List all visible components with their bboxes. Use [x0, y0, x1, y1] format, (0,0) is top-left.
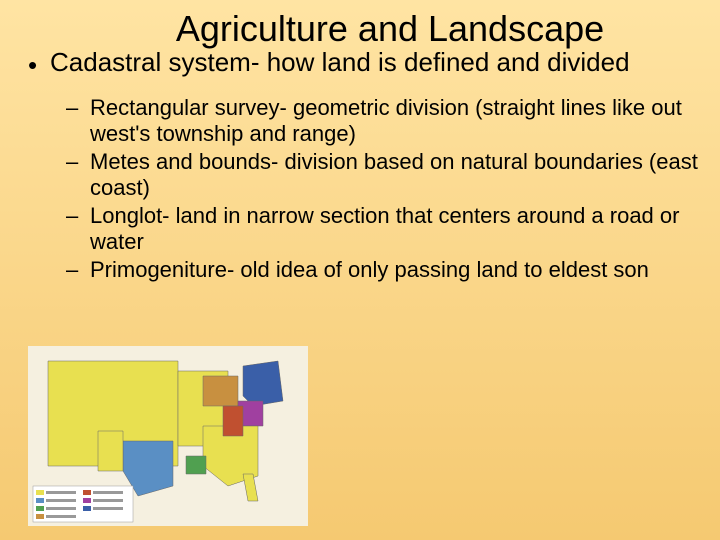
region-appalachia — [223, 406, 243, 436]
slide-content: • Cadastral system- how land is defined … — [0, 48, 720, 283]
bullet-dash: – — [66, 149, 90, 201]
region-southwest-nm — [98, 431, 123, 471]
legend-swatch — [36, 506, 44, 511]
legend-label-line — [93, 507, 123, 510]
region-great-lakes — [203, 376, 238, 406]
legend-label-line — [46, 515, 76, 518]
sub-bullet-text: Rectangular survey- geometric division (… — [90, 95, 700, 147]
legend-swatch — [36, 514, 44, 519]
legend-swatch — [83, 498, 91, 503]
legend-swatch — [36, 498, 44, 503]
legend-swatch — [83, 506, 91, 511]
bullet-dash: – — [66, 257, 90, 283]
bullet-dash: – — [66, 203, 90, 255]
legend-label-line — [93, 499, 123, 502]
us-survey-map — [28, 346, 308, 526]
legend-label-line — [46, 499, 76, 502]
bullet-dash: – — [66, 95, 90, 147]
region-northeast — [243, 361, 283, 406]
bullet-level-1: • Cadastral system- how land is defined … — [28, 48, 700, 81]
sub-bullet: – Metes and bounds- division based on na… — [66, 149, 700, 201]
legend-label-line — [46, 507, 76, 510]
slide-title: Agriculture and Landscape — [0, 0, 720, 50]
region-louisiana — [186, 456, 206, 474]
legend-swatch — [83, 490, 91, 495]
sub-bullet-text: Metes and bounds- division based on natu… — [90, 149, 700, 201]
bullet-dot: • — [28, 48, 50, 81]
legend-label-line — [93, 491, 123, 494]
bullet-text: Cadastral system- how land is defined an… — [50, 48, 700, 81]
sub-bullet: – Longlot- land in narrow section that c… — [66, 203, 700, 255]
sub-bullet-text: Primogeniture- old idea of only passing … — [90, 257, 700, 283]
sub-bullet-list: – Rectangular survey- geometric division… — [66, 95, 700, 283]
sub-bullet: – Primogeniture- old idea of only passin… — [66, 257, 700, 283]
map-svg — [28, 346, 308, 526]
legend-label-line — [46, 491, 76, 494]
sub-bullet: – Rectangular survey- geometric division… — [66, 95, 700, 147]
sub-bullet-text: Longlot- land in narrow section that cen… — [90, 203, 700, 255]
map-legend — [33, 486, 133, 522]
legend-swatch — [36, 490, 44, 495]
